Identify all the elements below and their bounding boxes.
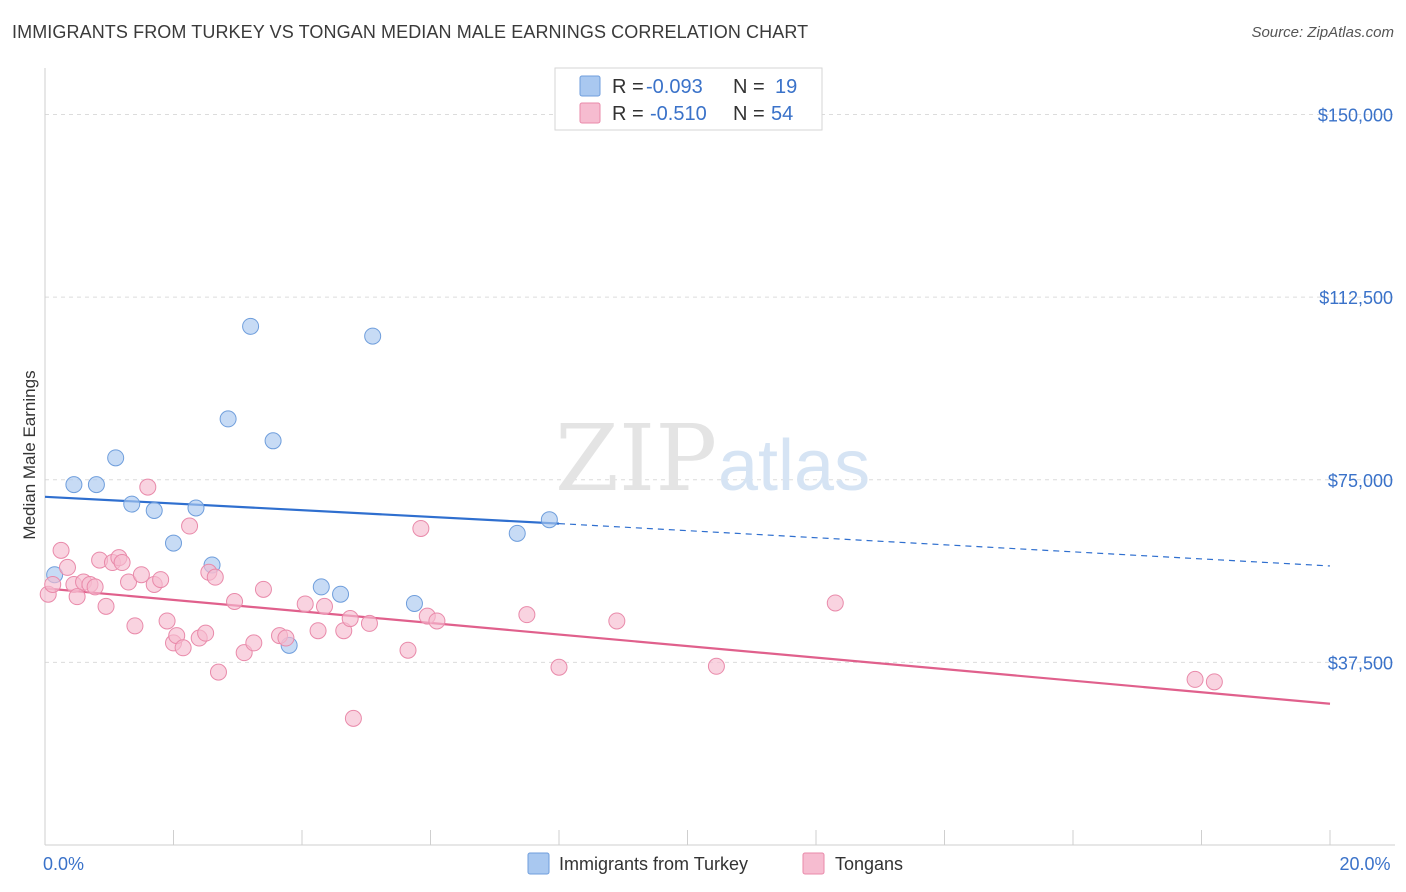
trend-line-turkey [44,495,560,525]
point-tongan [158,612,176,630]
watermark-zip: ZIP [555,405,717,512]
trend-line-turkey-projection [558,522,1331,567]
chart-source: Source: ZipAtlas.com [1251,24,1394,41]
watermark-atlas: atlas [718,426,870,506]
point-tongan [58,558,76,576]
x-tick-label-max: 20.0% [1339,854,1390,874]
legend-n-label-turkey: N = [733,76,765,98]
point-tongan [139,478,157,496]
point-turkey [87,476,105,494]
point-turkey [405,594,423,612]
legend-box: R = -0.093 N = 19 R = -0.510 N = 54 [554,67,823,131]
point-turkey [508,524,526,542]
series-legend-swatch-tongan [802,852,825,875]
point-tongan [181,517,199,535]
legend-r-label-tongan: R = [612,103,644,125]
point-tongan [360,614,378,632]
point-tongan [315,597,333,615]
point-turkey [187,499,205,517]
point-turkey [264,432,282,450]
point-tongan [707,657,725,675]
y-tick-label: $112,500 [1319,288,1393,308]
x-tick-labels: 0.0% 20.0% [43,854,1391,874]
point-tongan [296,595,314,613]
point-tongan [309,622,327,640]
y-tick-label: $37,500 [1328,653,1393,673]
point-tongan [1205,673,1223,691]
point-turkey [312,578,330,596]
point-tongan [226,593,244,611]
point-tongan [412,519,430,537]
point-tongan [197,624,215,642]
point-tongan [174,639,192,657]
series-legend-swatch-turkey [527,852,550,875]
legend-n-label-tongan: N = [733,103,765,125]
point-tongan [550,658,568,676]
legend-r-value-turkey: -0.093 [646,76,703,98]
point-tongan [132,566,150,584]
chart-title: IMMIGRANTS FROM TURKEY VS TONGAN MEDIAN … [12,22,809,42]
point-tongan [206,568,224,586]
point-tongan [1186,670,1204,688]
point-tongan [68,588,86,606]
point-tongan [44,575,62,593]
series-legend-label-turkey: Immigrants from Turkey [559,854,748,874]
y-tick-labels: $37,500 $75,000 $112,500 $150,000 [1318,106,1393,674]
point-tongan [245,634,263,652]
point-tongan [341,610,359,628]
point-turkey [364,327,382,345]
point-tongan [518,606,536,624]
y-tick-label: $75,000 [1328,471,1393,491]
point-tongan [254,580,272,598]
point-tongan [120,573,138,591]
point-turkey [219,410,237,428]
legend-n-value-tongan: 54 [771,103,793,125]
y-tick-label: $150,000 [1318,106,1393,126]
legend-swatch-turkey [579,75,601,97]
point-tongan [344,709,362,727]
point-tongan [399,641,417,659]
point-tongan [277,629,295,647]
point-tongan [97,597,115,615]
point-tongan [428,612,446,630]
point-turkey [332,585,350,603]
gridlines [45,114,1395,663]
point-turkey [123,495,141,513]
point-tongan [826,594,844,612]
point-turkey [107,449,125,467]
point-tongan [152,571,170,589]
point-tongan [86,578,104,596]
series-legend: Immigrants from Turkey Tongans [527,852,903,875]
point-turkey [540,511,558,529]
axes [44,68,1395,846]
x-tick-label-min: 0.0% [43,854,84,874]
data-points [39,317,1223,727]
point-tongan [52,541,70,559]
point-turkey [65,476,83,494]
legend-r-value-tongan: -0.510 [650,103,707,125]
trend-line-tongan [44,587,1331,705]
watermark: ZIP atlas [555,405,870,512]
series-legend-label-tongan: Tongans [835,854,903,874]
point-tongan [608,612,626,630]
y-axis-label: Median Male Earnings [20,370,39,539]
legend-swatch-tongan [579,102,601,124]
point-tongan [126,617,144,635]
legend-n-value-turkey: 19 [775,76,797,98]
point-tongan [209,663,227,681]
legend-r-label-turkey: R = [612,76,644,98]
point-tongan [113,554,131,572]
point-turkey [165,534,182,552]
point-turkey [242,317,260,335]
point-turkey [145,501,163,519]
